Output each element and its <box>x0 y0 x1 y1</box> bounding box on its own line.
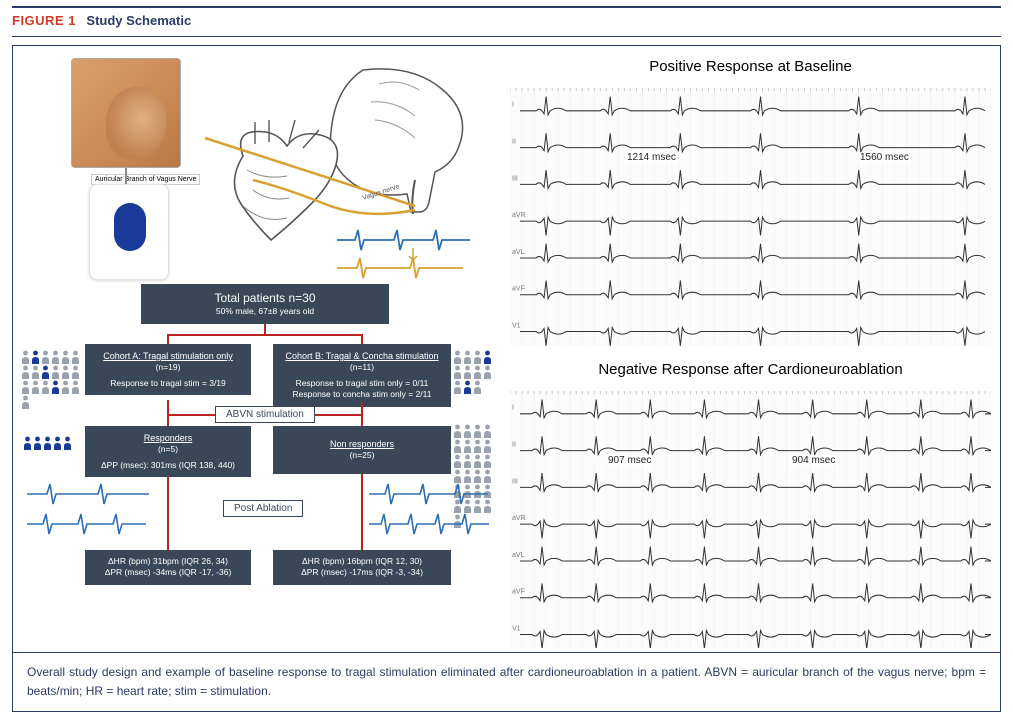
fc-cohort-b-title: Cohort B: Tragal & Concha stimulation <box>281 350 443 362</box>
connector <box>361 414 363 426</box>
fc-responders: Responders (n=5) ΔPP (msec): 301ms (IQR … <box>85 426 251 477</box>
fc-cohort-a-detail: Response to tragal stim = 3/19 <box>93 378 243 389</box>
figure-body: Auricular Branch of Vagus Nerve <box>12 45 1001 653</box>
people-cohort-b <box>453 350 495 394</box>
fc-cohort-a-n: (n=19) <box>93 362 243 373</box>
fc-responders-detail: ΔPP (msec): 301ms (IQR 138, 440) <box>93 460 243 471</box>
ecg-positive-traces: IIIIIIaVRaVLaVFV1 <box>510 88 991 346</box>
ecg-positive-panel: IIIIIIaVRaVLaVFV1 1214 msec 1560 msec <box>509 87 992 347</box>
mini-ecg-icon <box>367 482 499 506</box>
fc-nonresp-n: (n=25) <box>281 450 443 461</box>
interval-label: 1560 msec <box>858 152 911 163</box>
svg-text:I: I <box>512 101 514 109</box>
fc-nonresp-title: Non responders <box>281 438 443 450</box>
ear-photo <box>71 58 181 168</box>
connector <box>167 476 169 550</box>
fc-cohort-b-n: (n=11) <box>281 362 443 373</box>
fc-nonresponders: Non responders (n=25) <box>273 426 451 474</box>
figure-container: FIGURE 1 Study Schematic Auricular Branc… <box>0 0 1013 710</box>
fc-cohort-a-title: Cohort A: Tragal stimulation only <box>93 350 243 362</box>
connector <box>361 402 363 414</box>
figure-label: FIGURE 1 <box>12 13 76 28</box>
mini-ecg-icon <box>335 226 495 282</box>
fc-cohort-b-d2: Response to concha stim only = 2/11 <box>281 389 443 400</box>
fc-result-a-l2: ΔPR (msec) -34ms (IQR -17, -36) <box>93 567 243 578</box>
figure-caption: Overall study design and example of base… <box>12 653 1001 712</box>
schematic-diagram: Auricular Branch of Vagus Nerve <box>21 54 499 284</box>
svg-text:V1: V1 <box>512 624 521 632</box>
ear-clip-icon <box>138 113 156 131</box>
svg-text:II: II <box>512 137 516 145</box>
svg-text:V1: V1 <box>512 321 521 329</box>
connector <box>264 324 266 334</box>
svg-text:aVL: aVL <box>512 248 525 256</box>
svg-text:III: III <box>512 174 518 182</box>
connector <box>167 334 363 336</box>
fc-result-b-l2: ΔPR (msec) -17ms (IQR -3, -34) <box>281 567 443 578</box>
interval-label: 907 msec <box>606 455 653 466</box>
left-panel: Auricular Branch of Vagus Nerve <box>21 54 499 644</box>
fc-cohort-b-d1: Response to tragal stim only = 0/11 <box>281 378 443 389</box>
mini-ecg-icon <box>367 512 499 536</box>
ecg-negative-panel: IIIIIIaVRaVLaVFV1 907 msec 904 msec <box>509 390 992 650</box>
fc-total: Total patients n=30 50% male, 67±8 years… <box>141 284 389 324</box>
svg-text:III: III <box>512 477 518 485</box>
connector <box>167 400 169 414</box>
fc-total-title: Total patients n=30 <box>149 290 381 306</box>
ecg-negative-traces: IIIIIIaVRaVLaVFV1 <box>510 391 991 649</box>
fc-postablation-tag: Post Ablation <box>223 500 303 517</box>
svg-text:II: II <box>512 440 516 448</box>
people-cohort-a <box>21 350 81 409</box>
svg-text:aVF: aVF <box>512 285 526 293</box>
fc-responders-n: (n=5) <box>93 444 243 455</box>
connector <box>167 334 169 344</box>
fc-result-a: ΔHR (bpm) 31bpm (IQR 26, 34) ΔPR (msec) … <box>85 550 251 585</box>
right-panel: Positive Response at Baseline IIIIIIaVRa… <box>509 54 992 644</box>
fc-cohort-a: Cohort A: Tragal stimulation only (n=19)… <box>85 344 251 395</box>
figure-header: FIGURE 1 Study Schematic <box>12 6 1001 37</box>
fc-result-a-l1: ΔHR (bpm) 31bpm (IQR 26, 34) <box>93 556 243 567</box>
connector <box>361 474 363 550</box>
fc-result-b-l1: ΔHR (bpm) 16bpm (IQR 12, 30) <box>281 556 443 567</box>
fc-total-sub: 50% male, 67±8 years old <box>149 306 381 317</box>
fc-abvn-tag: ABVN stimulation <box>215 406 315 423</box>
mini-ecg-icon <box>25 482 157 506</box>
svg-text:I: I <box>512 403 514 411</box>
mini-ecg-icon <box>25 512 157 536</box>
svg-text:aVL: aVL <box>512 550 525 558</box>
fc-responders-title: Responders <box>93 432 243 444</box>
fc-result-b: ΔHR (bpm) 16bpm (IQR 12, 30) ΔPR (msec) … <box>273 550 451 585</box>
ecg-positive-title: Positive Response at Baseline <box>509 58 992 75</box>
svg-text:aVR: aVR <box>512 514 526 522</box>
fc-cohort-b: Cohort B: Tragal & Concha stimulation (n… <box>273 344 451 407</box>
connector <box>167 414 169 426</box>
flowchart: Total patients n=30 50% male, 67±8 years… <box>21 284 499 644</box>
connector <box>361 334 363 344</box>
svg-text:aVF: aVF <box>512 587 526 595</box>
stimulator-device-icon <box>89 184 169 280</box>
svg-text:aVR: aVR <box>512 211 526 219</box>
interval-label: 904 msec <box>790 455 837 466</box>
ecg-negative-title: Negative Response after Cardioneuroablat… <box>509 361 992 378</box>
figure-title: Study Schematic <box>86 13 191 28</box>
people-responders <box>23 436 79 450</box>
interval-label: 1214 msec <box>625 152 678 163</box>
